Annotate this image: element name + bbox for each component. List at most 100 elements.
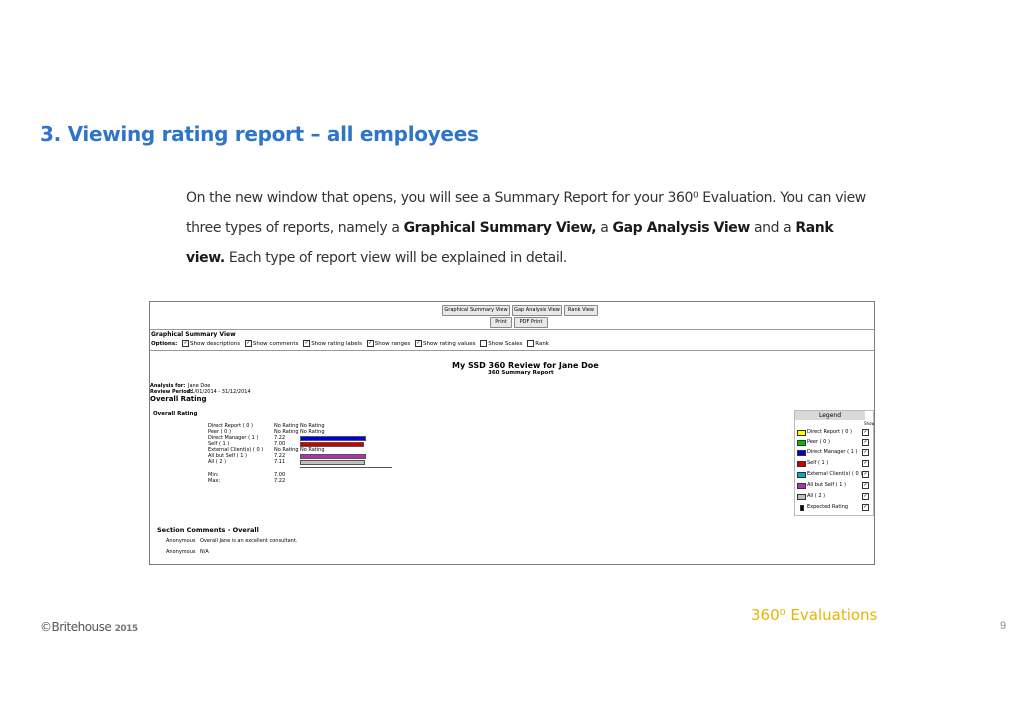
rating-row-extra: No Rating — [300, 423, 325, 429]
legend-item: All ( 2 ) ✓ — [797, 491, 871, 501]
legend-swatch — [797, 472, 806, 478]
comment-text: Overall Jane is an excellent consultant. — [200, 538, 298, 544]
legend-swatch — [797, 430, 806, 436]
legend-item: Direct Manager ( 1 ) ✓ — [797, 447, 871, 457]
intro-paragraph: On the new window that opens, you will s… — [186, 183, 866, 273]
legend-show-label: Show — [864, 421, 875, 426]
max-label: Max: — [208, 478, 221, 484]
report-subtitle: 360 Summary Report — [488, 370, 554, 376]
divider — [150, 350, 874, 351]
option-checkbox[interactable] — [480, 340, 488, 347]
comments-heading: Section Comments - Overall — [157, 526, 259, 534]
legend-item-label: All ( 2 ) — [807, 493, 826, 499]
option-label: Show comments — [252, 341, 299, 347]
brand-name: ©Britehouse — [40, 620, 112, 634]
legend-item-label: Direct Report ( 0 ) — [807, 429, 852, 435]
option-checkbox[interactable]: ✓ — [182, 340, 190, 347]
rating-bar-self — [300, 442, 364, 447]
legend-swatch — [800, 505, 804, 511]
legend-item-label: Peer ( 0 ) — [807, 439, 830, 445]
pdf-print-button[interactable]: PDF Print — [514, 317, 548, 328]
review-period-label: Review Period: — [150, 389, 193, 395]
rating-row-value: No Rating — [274, 423, 299, 429]
intro-text-2: a — [596, 220, 613, 236]
legend-panel: Legend Show Direct Report ( 0 ) ✓ Peer (… — [794, 410, 874, 516]
print-button[interactable]: Print — [490, 317, 512, 328]
legend-item: Expected Rating ✓ — [797, 502, 871, 512]
options-label: Options: — [151, 341, 178, 347]
rating-row-label: Direct Manager ( 1 ) — [208, 435, 259, 441]
scale-line — [300, 467, 392, 468]
legend-item: Self ( 1 ) ✓ — [797, 458, 871, 468]
rating-row-value: No Rating — [274, 429, 299, 435]
report-title: My SSD 360 Review for Jane Doe — [452, 361, 599, 370]
divider — [150, 329, 874, 330]
rank-view-button[interactable]: Rank View — [564, 305, 598, 316]
footer-product: 360⁰ Evaluations — [751, 606, 878, 624]
legend-show-checkbox[interactable]: ✓ — [862, 504, 869, 511]
rating-row-extra: No Rating — [300, 447, 325, 453]
max-value: 7.22 — [274, 478, 286, 484]
legend-swatch — [797, 494, 806, 500]
analysis-for-label: Analysis for: — [150, 383, 186, 389]
report-screenshot: Graphical Summary View Gap Analysis View… — [149, 301, 875, 565]
legend-show-checkbox[interactable]: ✓ — [862, 471, 869, 478]
brand-year: 2015 — [114, 624, 139, 634]
highlight-rank: Rank view. — [186, 220, 834, 266]
legend-swatch — [797, 450, 806, 456]
legend-swatch — [797, 483, 806, 489]
highlight-gap: Gap Analysis View — [612, 220, 751, 236]
legend-show-checkbox[interactable]: ✓ — [862, 429, 869, 436]
rating-bar-direct-manager — [300, 436, 366, 441]
legend-item-label: External Client(s) ( 0 ) — [807, 471, 863, 477]
highlight-graphical: Graphical Summary View, — [403, 220, 597, 236]
page-number: 9 — [1000, 620, 1007, 632]
rating-row-label: All ( 2 ) — [208, 459, 227, 465]
overall-rating-heading: Overall Rating — [150, 395, 207, 403]
option-label: Show rating values — [422, 341, 476, 347]
graphical-summary-view-button[interactable]: Graphical Summary View — [442, 305, 510, 316]
legend-item-label: All but Self ( 1 ) — [807, 482, 846, 488]
option-checkbox[interactable] — [527, 340, 535, 347]
min-label: Min: — [208, 472, 219, 478]
legend-swatch — [797, 461, 806, 467]
option-label: Show rating labels — [311, 341, 362, 347]
option-checkbox[interactable]: ✓ — [303, 340, 311, 347]
rating-row-value: 7.11 — [274, 459, 286, 465]
legend-item: External Client(s) ( 0 ) ✓ — [797, 469, 871, 479]
gap-analysis-view-button[interactable]: Gap Analysis View — [512, 305, 562, 316]
rating-row-label: External Client(s) ( 0 ) — [208, 447, 264, 453]
legend-swatch — [797, 440, 806, 446]
review-period-value: 01/01/2014 - 31/12/2014 — [188, 389, 251, 395]
intro-text-4: Each type of report view will be explain… — [224, 250, 567, 266]
legend-item: All but Self ( 1 ) ✓ — [797, 480, 871, 490]
legend-item-label: Expected Rating — [807, 504, 849, 510]
option-checkbox[interactable]: ✓ — [414, 340, 422, 347]
legend-title: Legend — [795, 411, 865, 420]
option-checkbox[interactable]: ✓ — [244, 340, 252, 347]
rating-row-value: 7.22 — [274, 435, 286, 441]
legend-item-label: Direct Manager ( 1 ) — [807, 449, 858, 455]
legend-show-checkbox[interactable]: ✓ — [862, 482, 869, 489]
rating-bar-all — [300, 460, 365, 465]
comment-text: N/A — [200, 549, 209, 555]
legend-show-checkbox[interactable]: ✓ — [862, 493, 869, 500]
intro-text-3: and a — [749, 220, 796, 236]
rating-row-label: Direct Report ( 0 ) — [208, 423, 253, 429]
comment-author: Anonymous — [166, 538, 196, 544]
option-checkbox[interactable]: ✓ — [366, 340, 374, 347]
legend-show-checkbox[interactable]: ✓ — [862, 460, 869, 467]
overall-rating-subheading: Overall Rating — [153, 411, 198, 417]
option-label: Rank — [535, 341, 549, 347]
legend-show-checkbox[interactable]: ✓ — [862, 449, 869, 456]
rating-row-label: All but Self ( 1 ) — [208, 453, 247, 459]
analysis-for-value: Jane Doe — [188, 383, 211, 389]
options-bar: Options: ✓ Show descriptions ✓ Show commen… — [151, 340, 549, 347]
legend-item-label: Self ( 1 ) — [807, 460, 829, 466]
min-value: 7.00 — [274, 472, 286, 478]
rating-row-value: No Rating — [274, 447, 299, 453]
legend-item: Direct Report ( 0 ) ✓ — [797, 427, 871, 437]
rating-row-label: Self ( 1 ) — [208, 441, 230, 447]
legend-show-checkbox[interactable]: ✓ — [862, 439, 869, 446]
rating-row-extra: No Rating — [300, 429, 325, 435]
